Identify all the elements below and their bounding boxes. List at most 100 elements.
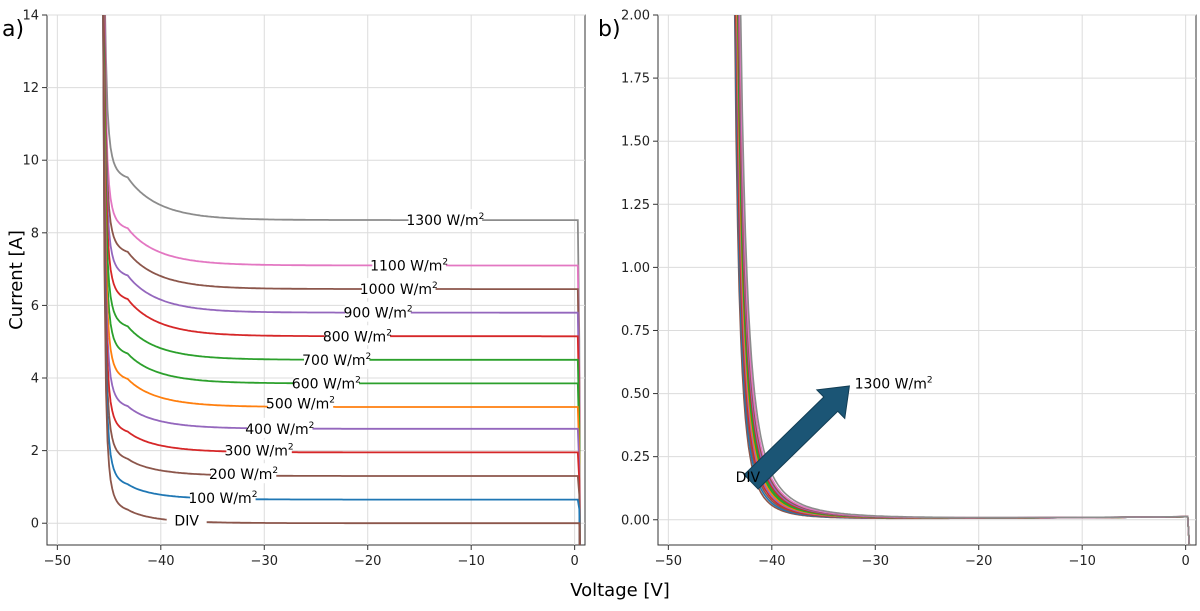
panel-a-y-ticks: 0 2 4 6 8 10 12 14: [22, 9, 47, 532]
panel-b-annotations: 1300 W/m2 DIV: [736, 376, 933, 486]
series-line-900: [738, 15, 1191, 545]
y-tick-label: 1.00: [621, 261, 650, 276]
series-line-300: [102, 15, 581, 545]
series-label-bg: [226, 439, 292, 460]
annotation-1300: 1300 W/m2: [855, 376, 933, 393]
y-tick-label: 12: [22, 81, 39, 96]
y-tick-label: 14: [22, 9, 39, 24]
series-label-600: 600 W/m2: [292, 372, 361, 393]
annotation-div: DIV: [736, 470, 761, 486]
arrow-icon: [743, 385, 850, 490]
superscript: 2: [442, 257, 448, 267]
x-tick-label: −10: [1068, 554, 1095, 569]
y-tick-label: 10: [22, 154, 39, 169]
series-label-text: 200 W/m2: [209, 466, 278, 483]
x-tick-label: −10: [457, 554, 484, 569]
superscript: 2: [309, 421, 315, 431]
superscript: 2: [355, 375, 361, 385]
series-line-1000: [103, 15, 581, 545]
y-tick-label: 0.00: [621, 513, 650, 528]
panel-a-plot-area: [46, 14, 586, 546]
series-label-300: 300 W/m2: [225, 439, 294, 460]
x-tick-label: −20: [965, 554, 992, 569]
series-label-500: 500 W/m2: [266, 392, 335, 413]
series-label-1300: 1300 W/m2: [406, 209, 484, 230]
series-line-500: [102, 15, 581, 545]
series-line-1100: [103, 15, 581, 545]
series-label-800: 800 W/m2: [323, 325, 392, 346]
series-line-600: [102, 15, 581, 545]
superscript: 2: [366, 352, 372, 362]
y-tick-label: 6: [31, 299, 39, 314]
series-line-400: [102, 15, 581, 545]
series-label-400: 400 W/m2: [245, 417, 314, 438]
x-tick-label: −50: [655, 554, 682, 569]
series-line-900: [103, 15, 581, 545]
series-label-bg: [210, 463, 277, 484]
y-tick-label: 4: [31, 372, 39, 387]
series-label-1000: 1000 W/m2: [360, 278, 438, 299]
series-line-1300: [104, 15, 581, 545]
y-tick-label: 0.25: [621, 450, 650, 465]
panel-a-x-ticks: −50 −40 −30 −20 −10 0: [44, 545, 579, 569]
x-axis-label: Voltage [V]: [570, 580, 670, 601]
series-label-900: 900 W/m2: [344, 301, 413, 322]
series-line-DIV: [102, 15, 581, 545]
series-label-text: 1300 W/m2: [406, 212, 484, 229]
series-line-1100: [739, 15, 1191, 545]
series-line-700: [102, 15, 581, 545]
superscript: 2: [386, 328, 392, 338]
series-label-text: 500 W/m2: [266, 395, 335, 412]
panel-a-series: [102, 15, 581, 545]
superscript: 2: [407, 305, 413, 315]
series-label-bg: [408, 209, 483, 230]
arrow-shape: [743, 385, 850, 490]
series-line-800: [737, 15, 1191, 545]
panel-b-grid: [658, 14, 1196, 545]
series-label-text: 400 W/m2: [245, 421, 314, 438]
x-tick-label: −30: [862, 554, 889, 569]
series-label-100: 100 W/m2: [188, 486, 258, 507]
series-label-bg: [372, 254, 446, 275]
panel-b-label: b): [598, 17, 621, 42]
series-label-bg: [293, 372, 360, 393]
y-tick-label: 2: [31, 444, 39, 459]
panel-a-grid: [47, 14, 585, 545]
y-tick-label: 0.75: [621, 324, 650, 339]
series-line-100: [734, 15, 1191, 545]
series-label-bg: [324, 325, 391, 346]
series-label-bg: [190, 486, 256, 507]
panel-a-chart: 1300 W/m2 1100 W/m2 1000 W/m2 900 W/m2 800 W…: [2, 9, 586, 569]
series-label-bg: [247, 417, 313, 438]
y-tick-label: 2.00: [621, 9, 650, 24]
series-label-text: 1000 W/m2: [360, 281, 438, 298]
series-label-text: 1100 W/m2: [370, 257, 448, 274]
y-tick-label: 0.50: [621, 387, 650, 402]
series-label-DIV: DIV: [166, 509, 207, 530]
superscript: 2: [329, 395, 335, 405]
superscript: 2: [927, 376, 933, 386]
series-line-700: [737, 15, 1191, 545]
series-line-200: [734, 15, 1191, 545]
series-label-text: 900 W/m2: [344, 305, 413, 322]
superscript: 2: [272, 466, 278, 476]
series-label-bg: [361, 278, 436, 299]
series-label-200: 200 W/m2: [209, 463, 278, 484]
series-line-1300: [739, 15, 1191, 545]
series-label-text: 800 W/m2: [323, 328, 392, 345]
panel-b-series: [733, 15, 1191, 545]
y-tick-label: 0: [31, 517, 39, 532]
series-line-100: [102, 15, 581, 545]
series-label-bg: [303, 348, 370, 369]
x-tick-label: −40: [147, 554, 174, 569]
panel-b-x-ticks: −50 −40 −30 −20 −10 0: [655, 545, 1190, 569]
series-label-bg: [345, 301, 411, 322]
superscript: 2: [479, 212, 485, 222]
superscript: 2: [252, 490, 258, 500]
x-tick-label: −30: [251, 554, 278, 569]
series-line-500: [736, 15, 1191, 545]
x-tick-label: 0: [1182, 554, 1190, 569]
superscript: 2: [288, 443, 294, 453]
